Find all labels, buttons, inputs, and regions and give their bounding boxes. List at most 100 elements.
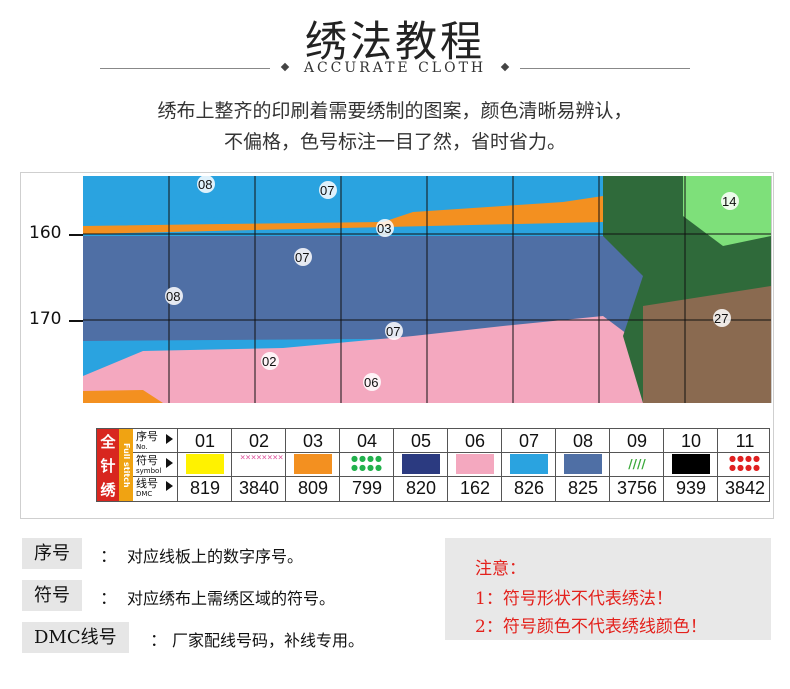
legend-column: 04 ●●●● ●●●● 799: [339, 429, 394, 501]
note-value: 厂家配线号码，补线专用。: [172, 631, 365, 650]
region-number: 07: [386, 324, 400, 339]
region-number: 07: [295, 250, 309, 265]
note-colon: ：: [100, 547, 117, 567]
legend-column: 11 ●●●● ●●●● 3842: [717, 429, 772, 501]
region-number: 07: [320, 183, 334, 198]
subtitle-row: ACCURATE CLOTH: [100, 60, 690, 76]
color-number: 08: [572, 431, 594, 451]
full-stitch-badge: 全 针 绣: [97, 429, 119, 501]
badge-char: 绣: [100, 480, 116, 499]
dmc-number: 3842: [724, 478, 766, 498]
color-number: 07: [518, 431, 540, 451]
description-line-2: 不偏格，色号标注一目了然，省时省力。: [223, 131, 566, 153]
orange-band: [83, 196, 603, 234]
notice-line-1: 1：符号形状不代表绣法！: [475, 589, 673, 609]
color-number: 09: [626, 431, 648, 451]
note-value: 对应线板上的数字序号。: [127, 547, 304, 566]
light-green-region: [683, 176, 771, 246]
color-number: 11: [735, 431, 755, 451]
arrow-right-icon: [166, 481, 173, 491]
region-number: 14: [722, 194, 736, 209]
y-tick: [69, 234, 83, 236]
legend-column: 05 820: [393, 429, 448, 501]
badge-char: 全: [100, 432, 116, 451]
note-row: DMC线号 ： 厂家配线号码，补线专用。: [22, 622, 422, 657]
note-value: 对应绣布上需绣区域的符号。: [127, 589, 336, 608]
legend-column: 07 826: [501, 429, 556, 501]
steel-swatch-icon: [564, 454, 602, 474]
color-number: 06: [464, 431, 486, 451]
region-number: 08: [198, 177, 212, 192]
notice-title: 注意：: [475, 559, 526, 579]
legend-column: 06 162: [447, 429, 502, 501]
region-number: 27: [714, 311, 728, 326]
dmc-number: 3840: [238, 478, 280, 498]
color-number: 04: [356, 431, 378, 451]
color-number: 02: [248, 431, 270, 451]
pattern-svg: 08 07 03 07 08 07 02 06 14 27: [83, 176, 771, 403]
badge-char: 针: [100, 456, 116, 475]
arrow-right-icon: [166, 458, 173, 468]
region-number-badge: [319, 181, 337, 199]
region-number-badge: [385, 322, 403, 340]
region-number-badge: [197, 176, 215, 193]
color-number: 01: [194, 431, 216, 451]
row-header-symbol: 符号 symbol: [136, 455, 173, 476]
dmc-number: 826: [513, 478, 545, 498]
note-colon: ：: [150, 631, 167, 651]
region-number-badge: [713, 309, 731, 327]
dmc-number: 820: [405, 478, 437, 498]
divider-line: [100, 68, 270, 69]
pink-cross-icon: ××××××××: [240, 453, 284, 463]
legend-column: 03 809: [285, 429, 340, 501]
legend-column: 02 ×××××××× 3840: [231, 429, 286, 501]
region-number: 02: [262, 354, 276, 369]
note-key: 序号: [22, 538, 82, 569]
region-number-badge: [721, 192, 739, 210]
field-explanations: 序号 ： 对应线板上的数字序号。 符号 ： 对应绣布上需绣区域的符号。 DMC线…: [22, 538, 422, 664]
dmc-number: 819: [189, 478, 221, 498]
divider-line: [520, 68, 690, 69]
dmc-number: 3756: [616, 478, 658, 498]
y-label-160: 160: [29, 223, 62, 243]
page-title: 绣法教程: [304, 17, 485, 66]
orange-corner: [83, 390, 163, 403]
green-dots-icon: ●●●● ●●●●: [351, 454, 383, 472]
dmc-number: 799: [351, 478, 383, 498]
full-stitch-badge-en: Full stitch: [119, 429, 133, 501]
notice-line-2: 2：符号颜色不代表绣线颜色！: [475, 617, 707, 637]
dmc-number: 809: [297, 478, 329, 498]
legend-column: 01 819: [177, 429, 232, 501]
note-colon: ：: [100, 589, 117, 609]
pattern-panel: 160 170 08 07 03 07 08 07 02 06 14 27 全: [20, 172, 774, 519]
arrow-right-icon: [166, 434, 173, 444]
legend-column: 08 825: [555, 429, 610, 501]
dmc-number: 825: [567, 478, 599, 498]
region-number: 08: [166, 289, 180, 304]
region-number-badge: [363, 373, 381, 391]
description-line-1: 绣布上整齐的印刷着需要绣制的图案，颜色清晰易辨认，: [157, 100, 633, 122]
notice-box: 注意： 1：符号形状不代表绣法！ 2：符号颜色不代表绣线颜色！: [445, 538, 771, 640]
note-key: DMC线号: [22, 622, 129, 653]
row-headers: 序号 No. 符号 symbol 线号 DMC: [133, 429, 177, 501]
region-labels: 08 07 03 07 08 07 02 06 14 27: [165, 176, 739, 391]
color-number: 10: [680, 431, 702, 451]
note-key: 符号: [22, 580, 82, 611]
region-number-badge: [261, 352, 279, 370]
region-number-badge: [294, 248, 312, 266]
y-label-170: 170: [29, 309, 62, 329]
green-slash-icon: ////: [628, 457, 646, 471]
navy-swatch-icon: [402, 454, 440, 474]
region-number-badge: [376, 219, 394, 237]
sky-swatch-icon: [510, 454, 548, 474]
thread-legend-table: 全 针 绣 Full stitch 序号 No. 符号 symbol 线号 DMC 0…: [96, 428, 770, 502]
color-number: 05: [410, 431, 432, 451]
black-swatch-icon: [672, 454, 710, 474]
table-row-divider: [133, 452, 769, 453]
subtitle: ACCURATE CLOTH: [303, 60, 487, 76]
dmc-number: 162: [459, 478, 491, 498]
region-number: 06: [364, 375, 378, 390]
color-number: 03: [302, 431, 324, 451]
region-number-badge: [165, 287, 183, 305]
note-row: 符号 ： 对应绣布上需绣区域的符号。: [22, 580, 422, 615]
